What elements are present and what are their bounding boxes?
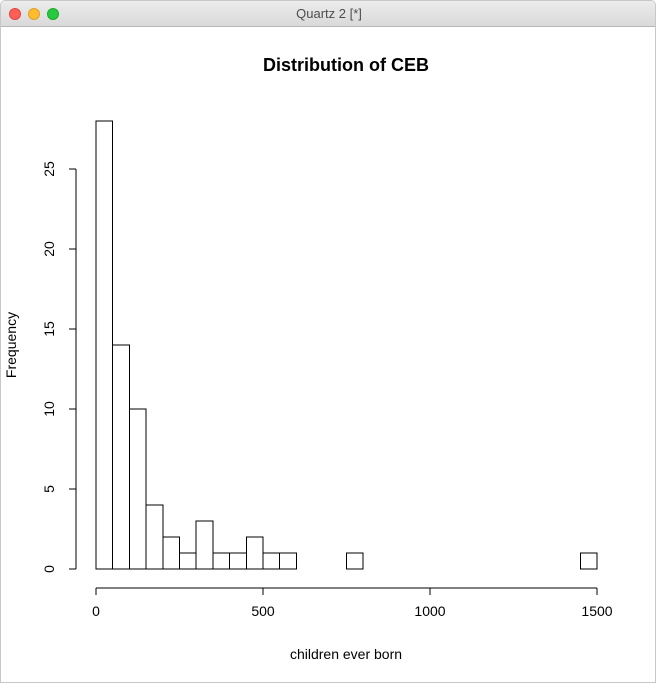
close-window-button[interactable]: [9, 8, 21, 20]
x-tick-label: 0: [92, 603, 100, 619]
histogram-bar: [245, 536, 264, 570]
window-titlebar[interactable]: Quartz 2 [*]: [1, 1, 655, 27]
histogram-bar: [145, 504, 164, 570]
x-tick-label: 1000: [414, 603, 445, 619]
x-tick-label: 1500: [581, 603, 612, 619]
window-title: Quartz 2 [*]: [296, 6, 362, 21]
y-tick-label: 5: [41, 485, 57, 493]
y-tick-label: 0: [41, 565, 57, 573]
histogram-bar: [212, 552, 231, 570]
y-axis-label: Frequency: [3, 312, 19, 378]
histogram-bar: [346, 552, 364, 570]
zoom-window-button[interactable]: [47, 8, 59, 20]
y-axis: 0 5 10 15 20 25: [41, 161, 77, 573]
histogram-bar: [179, 552, 197, 570]
y-tick-label: 10: [41, 401, 57, 417]
histogram-bar: [162, 536, 181, 570]
histogram-bar: [229, 552, 247, 570]
histogram-bar: [279, 552, 297, 570]
chart-title: Distribution of CEB: [263, 55, 429, 75]
y-tick-label: 15: [41, 321, 57, 337]
x-tick-label: 500: [251, 603, 275, 619]
histogram-bar: [195, 520, 214, 570]
histogram-bar: [262, 552, 281, 570]
histogram-bar: [112, 344, 130, 570]
histogram-bar: [579, 552, 598, 570]
histogram-bar: [128, 408, 147, 570]
x-axis-label: children ever born: [290, 646, 402, 662]
histogram-chart: Distribution of CEB children ever born F…: [3, 55, 613, 662]
x-axis: 0 500 1000 1500: [92, 587, 613, 619]
histogram-bars: [95, 120, 598, 570]
y-tick-label: 25: [41, 161, 57, 177]
y-tick-label: 20: [41, 241, 57, 257]
minimize-window-button[interactable]: [28, 8, 40, 20]
histogram-bar: [95, 120, 114, 570]
